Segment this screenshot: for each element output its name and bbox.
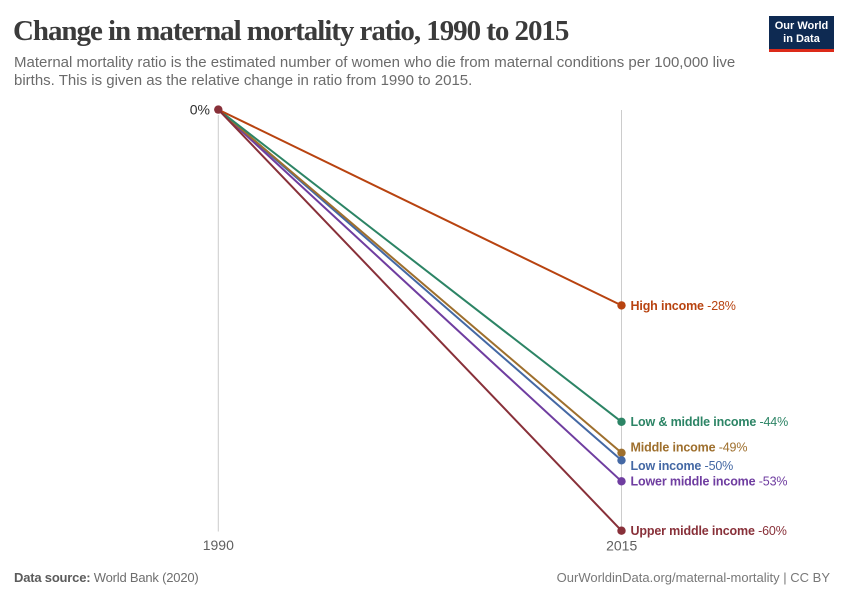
svg-text:Upper middle income -60%: Upper middle income -60% bbox=[631, 524, 787, 538]
svg-text:2015: 2015 bbox=[606, 537, 637, 553]
svg-text:Low income -50%: Low income -50% bbox=[631, 459, 734, 473]
svg-text:1990: 1990 bbox=[203, 537, 234, 553]
svg-text:Lower middle income -53%: Lower middle income -53% bbox=[631, 475, 788, 489]
svg-text:Middle income -49%: Middle income -49% bbox=[631, 440, 748, 454]
svg-text:0%: 0% bbox=[190, 102, 210, 118]
svg-text:High income -28%: High income -28% bbox=[631, 299, 736, 313]
svg-text:Low & middle income -44%: Low & middle income -44% bbox=[631, 415, 789, 429]
